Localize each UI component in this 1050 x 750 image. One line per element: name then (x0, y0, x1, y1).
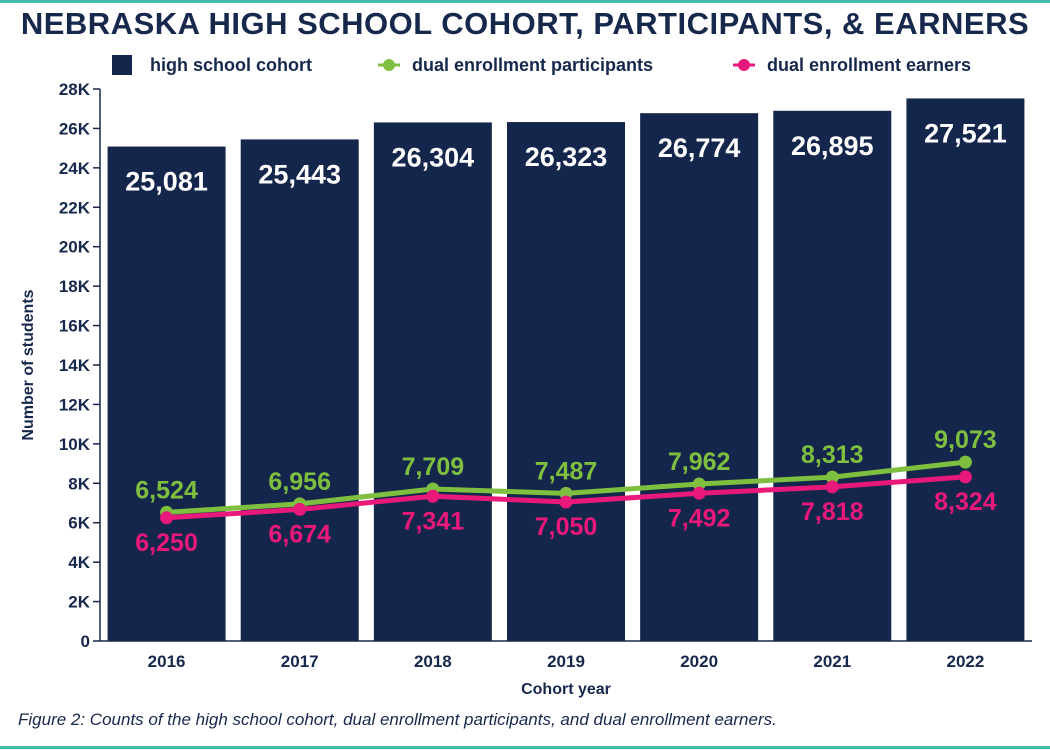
y-axis-label: Number of students (20, 289, 37, 440)
bar-2016 (107, 146, 226, 641)
y-tick-label: 18K (59, 277, 91, 296)
participants-label-2016: 6,524 (135, 476, 198, 504)
bar-label-2022: 27,521 (924, 118, 1007, 148)
x-axis-label: Cohort year (521, 681, 611, 698)
top-rule (0, 0, 1050, 3)
y-tick-label: 4K (68, 553, 90, 572)
x-tick-label: 2018 (414, 652, 452, 671)
earners-point-2022 (958, 470, 972, 484)
earners-label-2016: 6,250 (135, 529, 198, 557)
earners-label-2019: 7,050 (535, 513, 598, 541)
y-tick-label: 28K (59, 80, 91, 99)
bar-2021 (773, 110, 892, 641)
y-tick-label: 22K (59, 198, 91, 217)
earners-point-2017 (293, 502, 307, 516)
participants-label-2017: 6,956 (268, 468, 331, 496)
earners-point-2016 (160, 511, 174, 525)
bar-2018 (373, 122, 492, 641)
bar-2022 (906, 98, 1025, 642)
x-tick-label: 2021 (813, 652, 851, 671)
bar-label-2017: 25,443 (258, 159, 341, 189)
x-tick-label: 2020 (680, 652, 718, 671)
bar-2017 (240, 139, 359, 641)
bar-label-2018: 26,304 (392, 142, 475, 172)
legend-swatch-participants (383, 59, 395, 71)
earners-label-2021: 7,818 (801, 498, 864, 526)
y-tick-label: 20K (59, 238, 91, 257)
participants-point-2021 (825, 470, 839, 484)
earners-point-2020 (692, 486, 706, 500)
x-tick-label: 2019 (547, 652, 585, 671)
x-tick-label: 2022 (947, 652, 985, 671)
earners-label-2017: 6,674 (268, 520, 331, 548)
y-tick-label: 0 (81, 632, 90, 651)
earners-label-2018: 7,341 (402, 507, 465, 535)
earners-point-2018 (426, 489, 440, 503)
participants-label-2018: 7,709 (402, 453, 465, 481)
earners-label-2020: 7,492 (668, 504, 731, 532)
participants-point-2020 (692, 477, 706, 491)
legend-label-cohort: high school cohort (150, 55, 312, 75)
y-tick-label: 8K (68, 474, 90, 493)
bar-2020 (640, 113, 759, 641)
legend-label-earners: dual enrollment earners (767, 55, 971, 75)
bar-label-2019: 26,323 (525, 142, 608, 172)
y-tick-label: 6K (68, 514, 90, 533)
earners-point-2021 (825, 480, 839, 494)
y-tick-label: 26K (59, 119, 91, 138)
legend-swatch-earners (738, 59, 750, 71)
y-tick-label: 12K (59, 395, 91, 414)
x-tick-label: 2017 (281, 652, 319, 671)
chart-title: NEBRASKA HIGH SCHOOL COHORT, PARTICIPANT… (20, 6, 1030, 41)
chart: 0 2K 4K 6K 8K 10K 12K 14K 16K 18K 20K 22K 24K 26K 28K N… (20, 55, 1032, 698)
legend-swatch-cohort (112, 55, 132, 75)
participants-point-2022 (958, 455, 972, 469)
participants-label-2019: 7,487 (535, 457, 598, 485)
legend-label-participants: dual enrollment participants (412, 55, 653, 75)
bar-2019 (507, 122, 625, 642)
bar-label-2021: 26,895 (791, 131, 874, 161)
x-tick-label: 2016 (148, 652, 186, 671)
figure-caption: Figure 2: Counts of the high school coho… (18, 710, 777, 729)
y-tick-label: 24K (59, 159, 91, 178)
participants-label-2021: 8,313 (801, 441, 864, 469)
earners-point-2019 (559, 495, 573, 509)
y-tick-label: 16K (59, 317, 91, 336)
participants-label-2022: 9,073 (934, 426, 997, 454)
bottom-rule (0, 746, 1050, 749)
participants-label-2020: 7,962 (668, 448, 731, 476)
y-tick-label: 2K (68, 593, 90, 612)
bar-label-2016: 25,081 (125, 167, 208, 197)
earners-label-2022: 8,324 (934, 488, 997, 516)
y-tick-label: 10K (59, 435, 91, 454)
bar-label-2020: 26,774 (658, 133, 741, 163)
y-tick-label: 14K (59, 356, 91, 375)
